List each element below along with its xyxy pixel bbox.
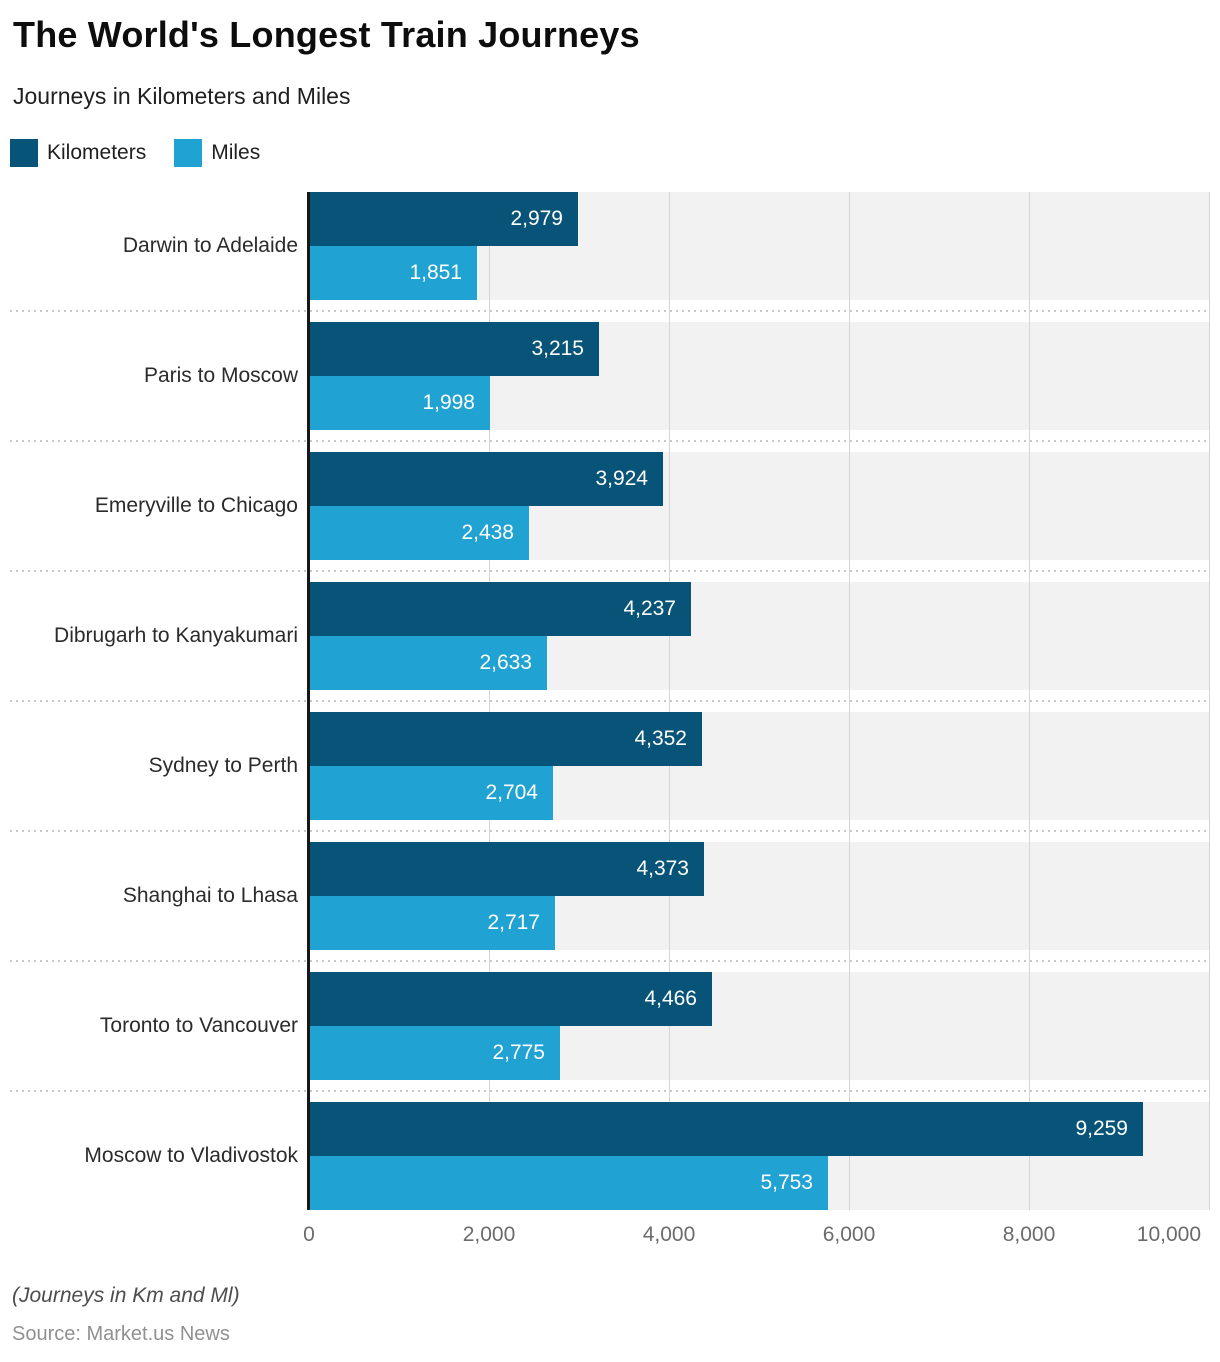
kilometers-bar: 9,259 (310, 1102, 1143, 1156)
miles-bar: 2,438 (310, 506, 529, 560)
row-separator (10, 440, 1209, 442)
bar-value-label: 1,851 (409, 261, 462, 284)
row-separator (10, 310, 1209, 312)
category-label: Toronto to Vancouver (99, 1014, 298, 1037)
bar-value-label: 3,215 (531, 337, 584, 360)
x-tick-label: 10,000 (1136, 1223, 1201, 1246)
miles-bar: 2,775 (310, 1026, 560, 1080)
legend-item-kilometers: Kilometers (10, 139, 146, 167)
bar-value-label: 4,373 (636, 857, 689, 880)
x-tick-label: 0 (303, 1223, 315, 1246)
x-tick-label: 8,000 (1002, 1223, 1056, 1246)
legend-label-miles: Miles (211, 141, 261, 164)
kilometers-swatch (10, 139, 38, 167)
category-label: Moscow to Vladivostok (84, 1144, 298, 1167)
row-separator (10, 700, 1209, 702)
miles-bar: 1,998 (310, 376, 490, 430)
bar-value-label: 1,998 (422, 391, 475, 414)
bar-value-label: 2,717 (487, 911, 540, 934)
category-label: Emeryville to Chicago (94, 494, 298, 517)
miles-bar: 2,717 (310, 896, 555, 950)
category-label: Darwin to Adelaide (122, 234, 298, 257)
bar-value-label: 4,237 (623, 597, 676, 620)
kilometers-bar: 4,466 (310, 972, 712, 1026)
kilometers-bar: 3,924 (310, 452, 663, 506)
bar-value-label: 2,704 (485, 781, 538, 804)
bar-value-label: 5,753 (760, 1171, 813, 1194)
kilometers-bar: 3,215 (310, 322, 599, 376)
x-axis: 0 2,000 4,000 6,000 8,000 10,000 (0, 1210, 1220, 1256)
row-separator (10, 570, 1209, 572)
kilometers-bar: 4,352 (310, 712, 702, 766)
row-separator (10, 830, 1209, 832)
bar-value-label: 2,775 (492, 1041, 545, 1064)
bar-chart: Darwin to Adelaide 2,979 1,851 Paris to Mos… (0, 192, 1220, 1210)
kilometers-bar: 4,237 (310, 582, 691, 636)
kilometers-bar: 2,979 (310, 192, 578, 246)
kilometers-bar: 4,373 (310, 842, 704, 896)
miles-swatch (174, 139, 203, 167)
miles-bar: 5,753 (310, 1156, 828, 1210)
legend-item-miles: Miles (174, 139, 260, 167)
x-tick-label: 4,000 (642, 1223, 696, 1246)
miles-bar: 1,851 (310, 246, 477, 300)
gridline (1209, 192, 1210, 1210)
bar-value-label: 9,259 (1075, 1117, 1128, 1140)
bar-value-label: 4,352 (634, 727, 687, 750)
category-label: Dibrugarh to Kanyakumari (54, 624, 298, 647)
category-label: Shanghai to Lhasa (122, 884, 298, 907)
page-subtitle: Journeys in Kilometers and Miles (13, 83, 351, 109)
category-label: Sydney to Perth (148, 754, 298, 777)
chart-footnote: (Journeys in Km and Ml) (12, 1284, 240, 1307)
legend: Kilometers Miles (10, 139, 260, 167)
bar-value-label: 2,438 (461, 521, 514, 544)
source-credit: Source: Market.us News (12, 1323, 230, 1345)
bar-value-label: 2,633 (479, 651, 532, 674)
category-label: Paris to Moscow (143, 364, 298, 387)
miles-bar: 2,633 (310, 636, 547, 690)
row-separator (10, 960, 1209, 962)
x-tick-label: 2,000 (462, 1223, 516, 1246)
bar-value-label: 2,979 (510, 207, 563, 230)
legend-label-kilometers: Kilometers (47, 141, 147, 164)
bar-value-label: 4,466 (644, 987, 697, 1010)
miles-bar: 2,704 (310, 766, 553, 820)
row-separator (10, 1090, 1209, 1092)
x-tick-label: 6,000 (822, 1223, 876, 1246)
page-title: The World's Longest Train Journeys (13, 14, 640, 55)
bar-value-label: 3,924 (595, 467, 648, 490)
